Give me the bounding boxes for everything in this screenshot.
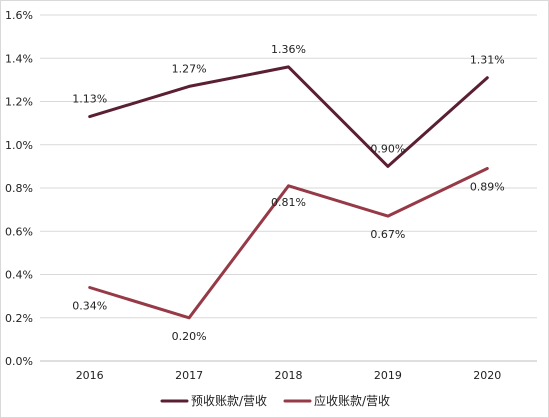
legend: 预收账款/营收 应收账款/营收 — [160, 393, 390, 408]
y-tick-label: 0.0% — [5, 355, 33, 368]
series-line-1 — [88, 167, 489, 320]
x-tick-label: 2017 — [175, 369, 203, 382]
data-label: 1.36% — [271, 43, 306, 56]
series-line-0 — [88, 65, 489, 168]
y-tick-label: 1.0% — [5, 139, 33, 152]
y-tick-label: 0.2% — [5, 312, 33, 325]
data-label: 0.34% — [72, 299, 107, 312]
data-label: 1.27% — [172, 62, 207, 75]
y-tick-label: 0.6% — [5, 225, 33, 238]
y-axis: 0.0% 0.2% 0.4% 0.6% 0.8% 1.0% 1.2% 1.4% 1.6% — [5, 9, 33, 368]
data-label: 0.81% — [271, 196, 306, 209]
data-label: 0.67% — [370, 228, 405, 241]
x-tick-label: 2019 — [374, 369, 402, 382]
data-label: 0.90% — [370, 142, 405, 155]
y-tick-label: 0.4% — [5, 269, 33, 282]
series — [88, 65, 489, 320]
data-label: 1.31% — [470, 54, 505, 67]
data-label: 0.89% — [470, 181, 505, 194]
x-tick-label: 2020 — [473, 369, 501, 382]
x-axis: 2016 2017 2018 2019 2020 — [76, 369, 502, 382]
y-tick-label: 1.4% — [5, 52, 33, 65]
data-labels: 1.13% 1.27% 1.36% 0.90% 1.31% 0.34% 0.20% 0.81%… — [72, 43, 505, 343]
y-tick-label: 1.2% — [5, 96, 33, 109]
x-tick-label: 2016 — [76, 369, 104, 382]
y-tick-label: 0.8% — [5, 182, 33, 195]
data-label: 0.20% — [172, 330, 207, 343]
data-label: 1.13% — [72, 93, 107, 106]
legend-label: 应收账款/营收 — [314, 393, 390, 408]
legend-label: 预收账款/营收 — [191, 394, 267, 408]
y-tick-label: 1.6% — [5, 9, 33, 22]
x-tick-label: 2018 — [275, 369, 303, 382]
